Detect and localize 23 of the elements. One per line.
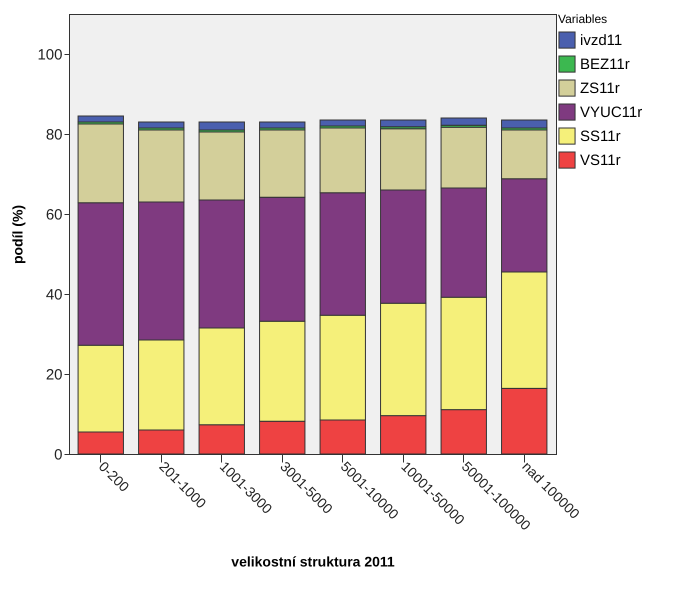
legend-label: SS11r bbox=[580, 128, 621, 145]
bar bbox=[259, 122, 306, 128]
x-axis-title: velikostní struktura 2011 bbox=[231, 553, 395, 570]
y-tick-label: 40 bbox=[46, 286, 62, 304]
legend-label: ZS11r bbox=[580, 80, 620, 97]
y-tick-label: 100 bbox=[37, 46, 62, 64]
bar bbox=[138, 122, 184, 128]
bar bbox=[320, 120, 366, 126]
legend-label: ivzd11 bbox=[580, 32, 622, 49]
y-tick-label: 80 bbox=[46, 126, 62, 144]
y-tick-label: 0 bbox=[54, 446, 62, 464]
y-axis-title: podíl (%) bbox=[9, 204, 26, 264]
bar bbox=[380, 120, 426, 128]
y-tick-label: 60 bbox=[46, 206, 62, 224]
bar bbox=[78, 116, 124, 122]
bar bbox=[440, 118, 487, 126]
legend-label: VS11r bbox=[580, 152, 621, 169]
bar bbox=[501, 120, 548, 128]
y-tick-label: 20 bbox=[46, 366, 62, 384]
legend-label: BEZ11r bbox=[580, 56, 630, 73]
legend-title: Variables bbox=[558, 12, 608, 26]
bar bbox=[198, 122, 245, 130]
legend-label: VYUC11r bbox=[580, 104, 642, 121]
